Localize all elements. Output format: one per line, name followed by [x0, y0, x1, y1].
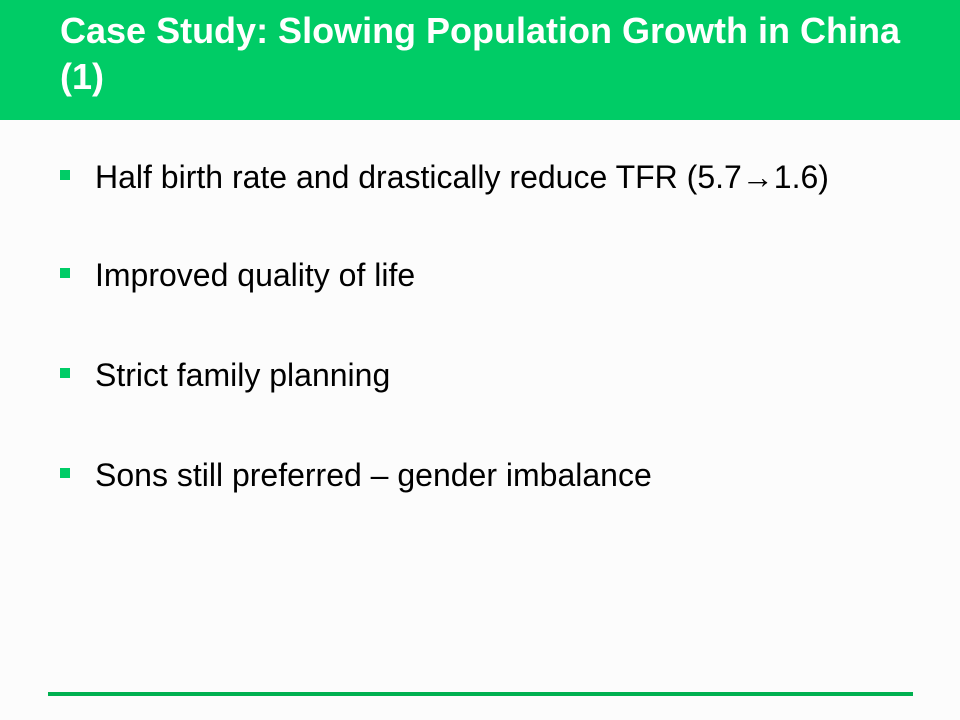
- square-bullet-icon: [60, 468, 70, 478]
- bullet-text: Half birth rate and drastically reduce T…: [95, 159, 829, 195]
- square-bullet-icon: [60, 368, 70, 378]
- slide-title: Case Study: Slowing Population Growth in…: [60, 10, 901, 97]
- bullet-item: Strict family planning: [60, 356, 920, 394]
- bullet-item: Improved quality of life: [60, 256, 920, 294]
- bullet-list: Half birth rate and drastically reduce T…: [60, 158, 920, 556]
- bullet-text: Strict family planning: [95, 357, 391, 393]
- square-bullet-icon: [60, 268, 70, 278]
- bullet-text: Sons still preferred – gender imbalance: [95, 457, 652, 493]
- bullet-text: Improved quality of life: [95, 257, 416, 293]
- bullet-item: Sons still preferred – gender imbalance: [60, 456, 920, 494]
- footer-divider: [48, 692, 913, 696]
- title-bar: Case Study: Slowing Population Growth in…: [0, 0, 960, 120]
- square-bullet-icon: [60, 170, 70, 180]
- bullet-item: Half birth rate and drastically reduce T…: [60, 158, 920, 196]
